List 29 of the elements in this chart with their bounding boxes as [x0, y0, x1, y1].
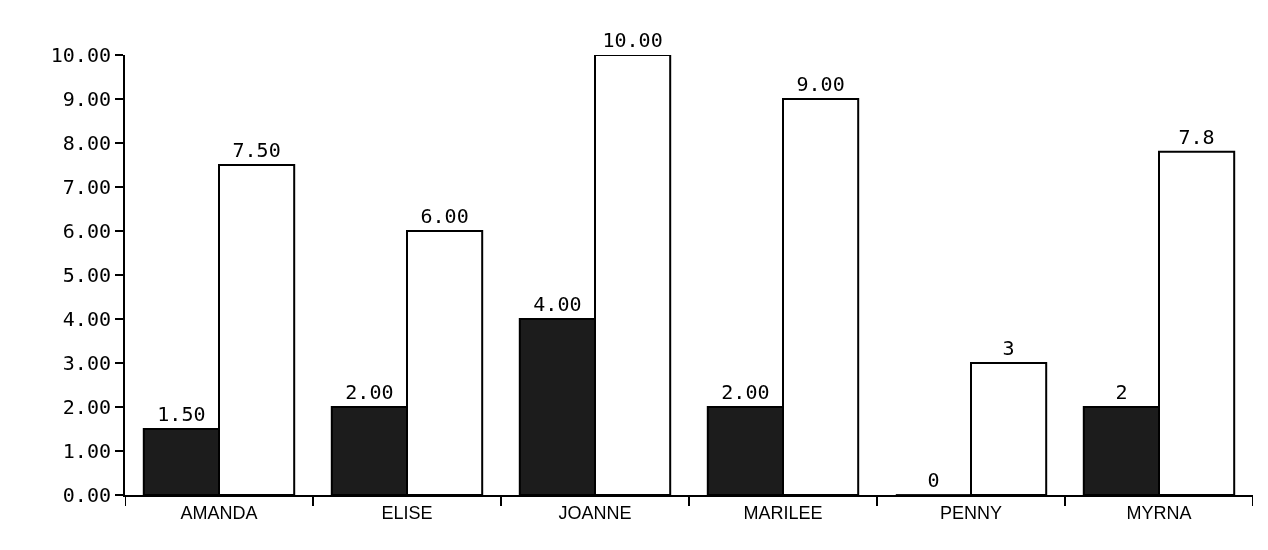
data-label: 6.00 [420, 204, 469, 228]
data-label: 4.00 [533, 292, 582, 316]
x-tick-label: PENNY [939, 502, 1003, 523]
y-tick-label: 3.00 [62, 351, 111, 375]
data-label: 2.00 [721, 380, 770, 404]
y-tick-label: 5.00 [62, 263, 111, 287]
x-tick-label: MYRNA [1126, 502, 1192, 523]
y-tick-label: 4.00 [62, 307, 111, 331]
y-tick-label: 10.00 [50, 43, 111, 67]
x-tick-label: ELISE [381, 502, 433, 523]
data-label: 0 [927, 468, 940, 492]
data-label: 9.00 [796, 72, 845, 96]
data-label: 2.00 [345, 380, 394, 404]
data-label: 2 [1115, 380, 1128, 404]
y-tick-label: 9.00 [62, 87, 111, 111]
x-tick-label: JOANNE [558, 502, 632, 523]
data-label: 10.00 [602, 28, 663, 52]
y-tick-label: 8.00 [62, 131, 111, 155]
y-tick-label: 0.00 [62, 483, 111, 507]
x-tick-label: MARILEE [743, 502, 823, 523]
y-tick-label: 6.00 [62, 219, 111, 243]
data-label: 1.50 [157, 402, 206, 426]
y-tick-label: 2.00 [62, 395, 111, 419]
data-label: 7.8 [1178, 124, 1215, 149]
x-tick-label: AMANDA [180, 502, 258, 523]
data-label: 3 [1002, 336, 1015, 360]
y-tick-label: 1.00 [62, 439, 111, 463]
y-tick-label: 7.00 [62, 175, 111, 199]
data-label: 7.50 [232, 138, 281, 162]
